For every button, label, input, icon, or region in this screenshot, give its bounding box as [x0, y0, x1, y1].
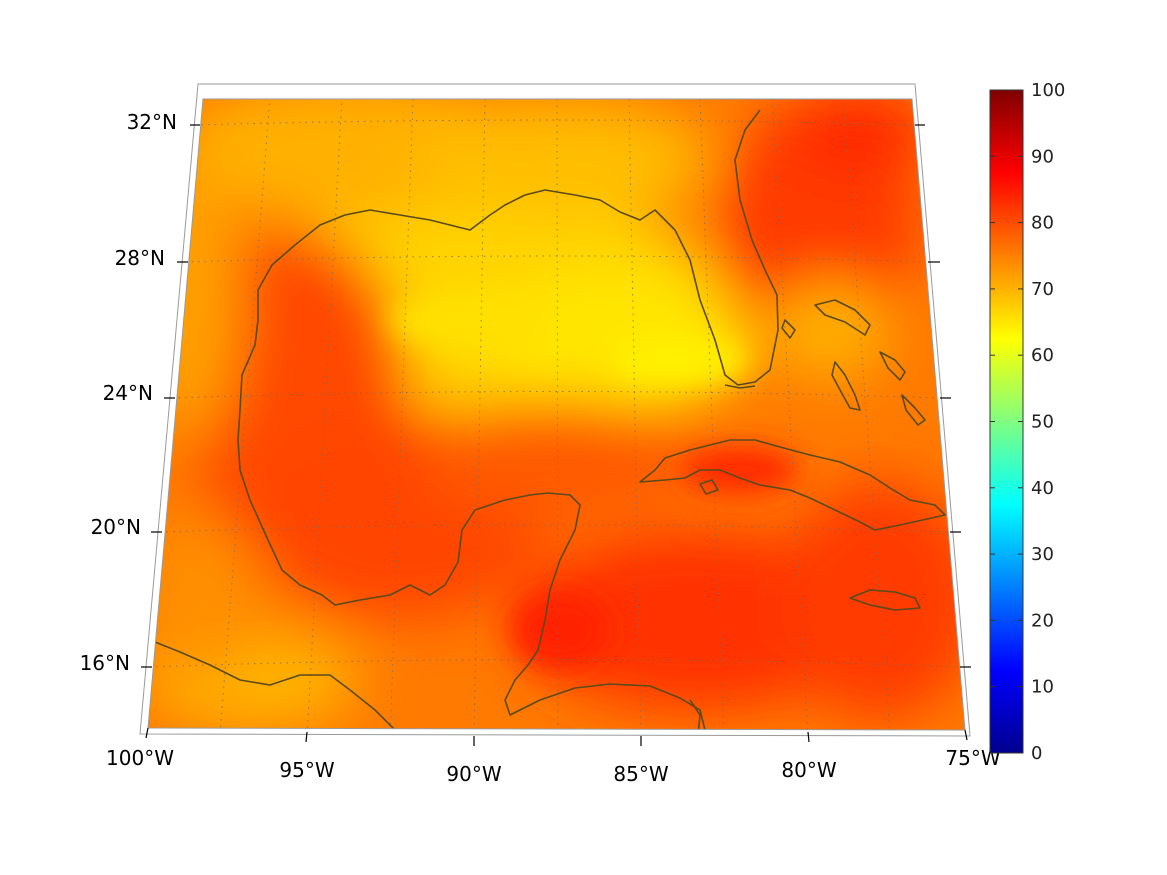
- colorbar-tick-label: 10: [1031, 677, 1054, 698]
- colorbar-tick-label: 80: [1031, 213, 1054, 234]
- lon-label-95w: 95°W: [279, 758, 334, 782]
- colorbar-tick-label: 0: [1031, 743, 1042, 764]
- lat-label-20: 20°N: [91, 515, 141, 539]
- colorbar-tick-label: 50: [1031, 412, 1054, 433]
- colorbar-tick-label: 30: [1031, 544, 1054, 565]
- colorbar-ticks: [990, 89, 1023, 754]
- data-field: [148, 99, 965, 730]
- colorbar-tick-labels: 0 10 20 30 40 50 60 70 80 90 100: [1031, 80, 1065, 764]
- frame-ticks: [141, 124, 971, 746]
- lon-label-90w: 90°W: [446, 762, 501, 786]
- latitude-labels: 32°N 28°N 24°N 20°N 16°N: [80, 110, 177, 675]
- graticule: [149, 99, 963, 730]
- lat-label-32: 32°N: [127, 110, 177, 134]
- colorbar-tick-label: 40: [1031, 478, 1054, 499]
- colorbar-tick-label: 90: [1031, 146, 1054, 167]
- longitude-labels: 100°W 95°W 90°W 85°W 80°W 75°W: [106, 746, 1001, 786]
- colorbar: 0 10 20 30 40 50 60 70 80 90 100: [989, 80, 1065, 764]
- colorbar-tick-label: 60: [1031, 345, 1054, 366]
- lat-label-16: 16°N: [80, 651, 130, 675]
- coastlines: [149, 109, 946, 730]
- colorbar-tick-label: 20: [1031, 610, 1054, 631]
- colorbar-tick-label: 100: [1031, 80, 1065, 101]
- lon-label-85w: 85°W: [613, 762, 668, 786]
- lat-label-24: 24°N: [103, 381, 153, 405]
- lon-label-80w: 80°W: [781, 758, 836, 782]
- colorbar-tick-label: 70: [1031, 279, 1054, 300]
- lon-label-100w: 100°W: [106, 746, 174, 770]
- lat-label-28: 28°N: [115, 246, 165, 270]
